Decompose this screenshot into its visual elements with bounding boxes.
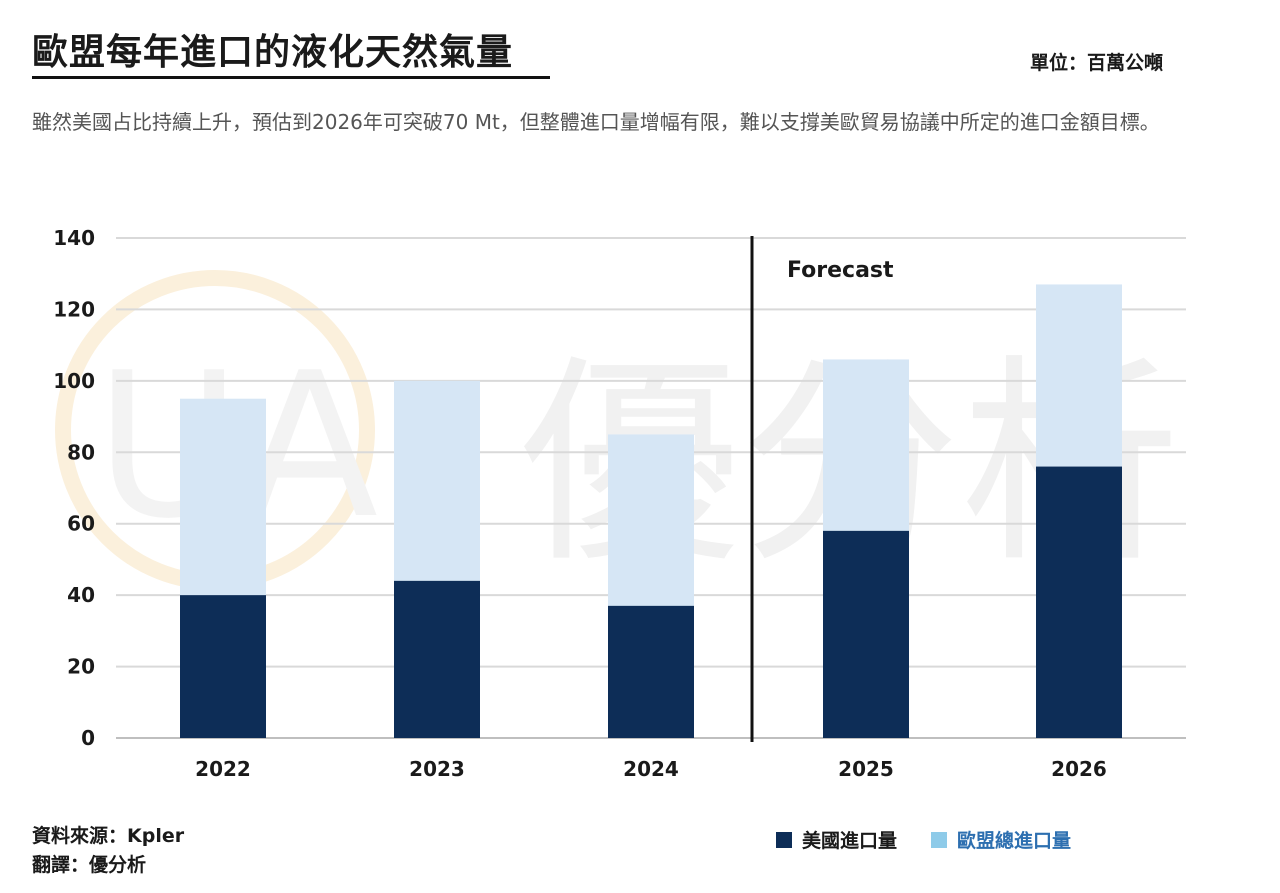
source-note: 資料來源：Kpler 翻譯：優分析 — [32, 822, 184, 880]
y-tick-label: 40 — [67, 583, 95, 607]
y-tick-label: 120 — [53, 297, 95, 321]
y-tick-label: 0 — [81, 726, 95, 750]
page-title: 歐盟每年進口的液化天然氣量 — [32, 32, 514, 73]
x-tick-label: 2024 — [623, 757, 679, 781]
bars — [180, 284, 1122, 738]
y-tick-label: 80 — [67, 440, 95, 464]
bar — [394, 580, 480, 738]
x-tick-label: 2026 — [1051, 757, 1107, 781]
bar — [1036, 466, 1122, 738]
bar — [823, 530, 909, 738]
y-tick-label: 100 — [53, 369, 95, 393]
forecast-label: Forecast — [787, 258, 894, 283]
y-tick-label: 140 — [53, 226, 95, 250]
translator-text: 翻譯：優分析 — [32, 854, 147, 876]
x-tick-label: 2025 — [838, 757, 894, 781]
legend-swatch-eu — [931, 831, 948, 848]
x-tick-label: 2022 — [195, 757, 251, 781]
legend-item-us: 美國進口量 — [776, 826, 897, 853]
subtitle: 雖然美國占比持續上升，預估到2026年可突破70 Mt，但整體進口量增幅有限，難… — [32, 110, 1160, 134]
title-underline — [32, 76, 550, 79]
bar — [180, 595, 266, 738]
legend: 美國進口量 歐盟總進口量 — [776, 826, 1071, 853]
y-tick-label: 60 — [67, 512, 95, 536]
legend-item-eu: 歐盟總進口量 — [931, 826, 1071, 853]
axes: 0 20 40 60 80 100 120 140 2022 2023 2024 2025 2026 Fo… — [53, 226, 1107, 781]
legend-swatch-us — [776, 831, 792, 848]
legend-label-eu: 歐盟總進口量 — [957, 830, 1072, 852]
unit-label: 單位：百萬公噸 — [1030, 52, 1164, 74]
legend-label-us: 美國進口量 — [802, 830, 898, 852]
x-tick-label: 2023 — [409, 757, 465, 781]
bar — [608, 605, 694, 738]
y-tick-label: 20 — [67, 655, 95, 679]
source-text: 資料來源：Kpler — [32, 825, 185, 847]
